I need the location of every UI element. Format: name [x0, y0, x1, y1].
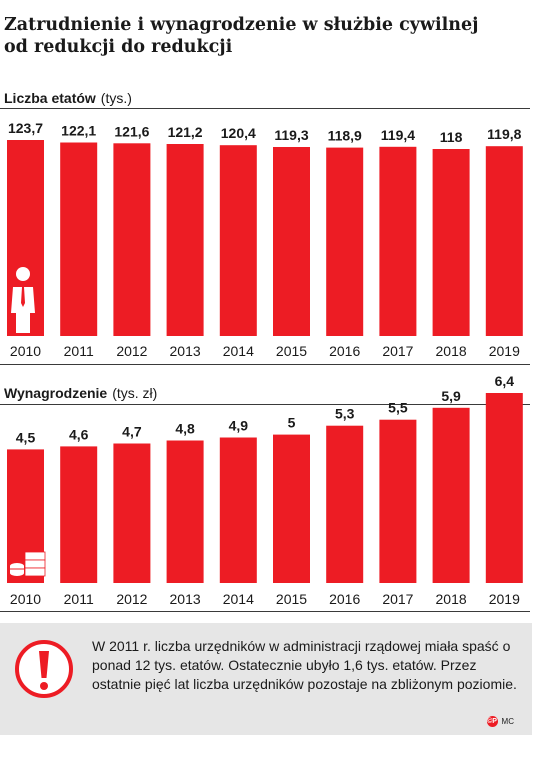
employment-bar-2014 [219, 145, 257, 336]
info-note: W 2011 r. liczba urzędników w administra… [0, 623, 532, 735]
employment-tick-label-2018: 2018 [436, 343, 467, 359]
employment-bar-2013 [166, 144, 204, 336]
employment-bar-2018 [432, 149, 470, 336]
charts-svg: 123,7 2010 122,1 2011 121,6 2012 121,2 2013 120,… [7, 120, 523, 607]
employment-value-label-2011: 122,1 [61, 123, 96, 139]
employment-bar-2017 [379, 146, 417, 336]
salary-bar-2015 [273, 434, 310, 583]
chart2-title: Wynagrodzenie [4, 385, 108, 401]
salary-tick-label-2013: 2013 [170, 591, 201, 607]
salary-bar-2014 [219, 437, 257, 583]
chart1-title: Liczba etatów [4, 90, 96, 106]
salary-value-label-2019: 6,4 [495, 373, 515, 389]
note-text: W 2011 r. liczba urzędników w administra… [92, 638, 517, 692]
employment-tick-label-2014: 2014 [223, 343, 254, 359]
employment-value-label-2014: 120,4 [221, 125, 256, 141]
employment-bar-2019 [485, 146, 523, 336]
employment-tick-label-2010: 2010 [10, 343, 41, 359]
author-initials: MC [501, 717, 514, 726]
salary-bar-2018 [432, 407, 470, 583]
salary-tick-label-2011: 2011 [64, 591, 94, 607]
chart2-label: Wynagrodzenie (tys. zł) [4, 385, 157, 401]
title-line-2: od redukcji do redukcji [4, 37, 233, 57]
axis-divider-1 [0, 364, 530, 365]
chart-salary: 4,5 2010 4,6 2011 4,7 2012 4,8 2013 4,9 2014 5 2015… [7, 373, 523, 607]
salary-value-label-2016: 5,3 [335, 406, 355, 422]
employment-bar-2011 [60, 142, 98, 336]
employment-tick-label-2011: 2011 [64, 343, 94, 359]
salary-tick-label-2015: 2015 [276, 591, 307, 607]
employment-tick-label-2015: 2015 [276, 343, 307, 359]
employment-bar-2015 [273, 147, 310, 336]
publisher-logo: ©P [486, 716, 498, 727]
employment-value-label-2019: 119,8 [487, 126, 521, 142]
title-line-1: Zatrudnienie i wynagrodzenie w służbie c… [4, 15, 479, 35]
exclamation-icon [15, 640, 73, 698]
employment-tick-label-2016: 2016 [329, 343, 360, 359]
chart1-unit: (tys.) [100, 90, 132, 106]
salary-tick-label-2010: 2010 [10, 591, 41, 607]
top-divider-1 [0, 108, 530, 109]
salary-bar-2012 [113, 443, 151, 583]
employment-bar-2012 [113, 143, 151, 336]
salary-value-label-2015: 5 [288, 415, 296, 431]
salary-tick-label-2017: 2017 [382, 591, 413, 607]
employment-value-label-2013: 121,2 [168, 124, 203, 140]
employment-tick-label-2013: 2013 [170, 343, 201, 359]
money-stack-icon [10, 551, 46, 577]
salary-bar-2019 [485, 393, 523, 583]
employment-value-label-2010: 123,7 [8, 120, 43, 136]
employment-tick-label-2012: 2012 [116, 343, 147, 359]
employment-value-label-2016: 118,9 [328, 128, 362, 144]
salary-value-label-2013: 4,8 [175, 421, 195, 437]
salary-value-label-2012: 4,7 [122, 424, 142, 440]
salary-value-label-2017: 5,5 [388, 400, 408, 416]
salary-value-label-2011: 4,6 [69, 426, 89, 442]
salary-bar-2013 [166, 440, 204, 583]
chart2-unit: (tys. zł) [112, 385, 158, 401]
axis-divider-2 [0, 611, 530, 612]
employment-value-label-2017: 119,4 [381, 127, 415, 143]
person-icon [11, 267, 35, 333]
credit: ©P MC [486, 716, 514, 727]
salary-tick-label-2016: 2016 [329, 591, 360, 607]
top-divider-2 [0, 404, 530, 405]
employment-value-label-2018: 118 [440, 129, 463, 145]
salary-bar-2011 [60, 446, 98, 583]
salary-tick-label-2018: 2018 [436, 591, 467, 607]
salary-bar-2016 [326, 425, 364, 583]
salary-value-label-2014: 4,9 [229, 418, 249, 434]
employment-value-label-2015: 119,3 [274, 127, 308, 143]
salary-tick-label-2019: 2019 [489, 591, 520, 607]
employment-bar-2016 [326, 147, 364, 336]
salary-tick-label-2012: 2012 [116, 591, 147, 607]
employment-tick-label-2019: 2019 [489, 343, 520, 359]
salary-tick-label-2014: 2014 [223, 591, 254, 607]
salary-value-label-2018: 5,9 [441, 388, 461, 404]
chart-title: Zatrudnienie i wynagrodzenie w służbie c… [4, 14, 524, 58]
employment-value-label-2012: 121,6 [114, 123, 149, 139]
salary-bar-2017 [379, 419, 417, 583]
employment-tick-label-2017: 2017 [382, 343, 413, 359]
chart-employment: 123,7 2010 122,1 2011 121,6 2012 121,2 2013 120,… [7, 120, 523, 359]
chart1-label: Liczba etatów (tys.) [4, 90, 132, 106]
salary-value-label-2010: 4,5 [16, 429, 36, 445]
